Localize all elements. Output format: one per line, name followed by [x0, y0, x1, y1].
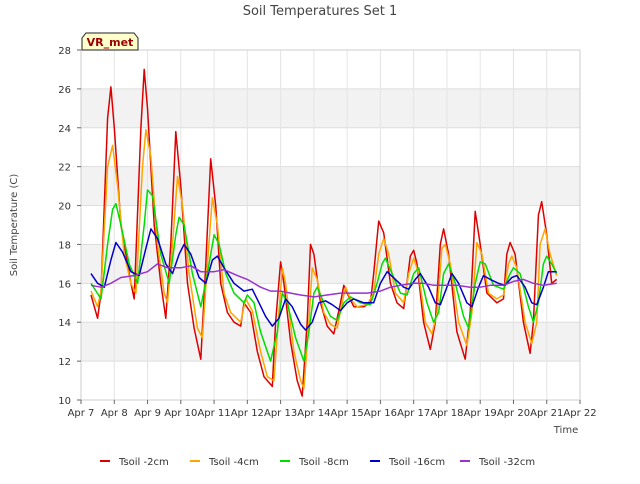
y-tick-label: 24	[58, 124, 71, 135]
legend-label: Tsoil -32cm	[478, 457, 535, 468]
background-band	[81, 127, 580, 167]
x-tick-label: Apr 18	[430, 408, 463, 419]
x-tick-label: Apr 11	[197, 408, 230, 419]
y-tick-label: 22	[58, 163, 71, 174]
y-tick-label: 28	[58, 46, 71, 57]
y-tick-label: 16	[58, 279, 71, 290]
legend-item: Tsoil -32cm	[460, 457, 535, 468]
x-tick-label: Apr 21	[530, 408, 563, 419]
background-band	[81, 205, 580, 245]
background-band	[81, 322, 580, 362]
x-tick-label: Apr 20	[497, 408, 530, 419]
legend: Tsoil -2cm Tsoil -4cm Tsoil -8cm Tsoil -16c…	[100, 457, 535, 468]
legend-label: Tsoil -2cm	[118, 457, 169, 468]
x-tick-label: Apr 14	[297, 408, 330, 419]
y-tick-label: 12	[58, 357, 71, 368]
legend-label: Tsoil -4cm	[208, 457, 259, 468]
x-tick-label: Apr 16	[364, 408, 397, 419]
legend-item: Tsoil -8cm	[280, 457, 349, 468]
legend-item: Tsoil -4cm	[190, 457, 259, 468]
station-label-text: VR_met	[87, 36, 134, 49]
series-line-tsoil-8cm	[90, 189, 558, 362]
plot-border	[80, 49, 581, 401]
chart-title: Soil Temperatures Set 1	[243, 4, 398, 19]
legend-label: Tsoil -16cm	[388, 457, 445, 468]
y-tick-label: 10	[58, 396, 71, 407]
station-label-shape	[81, 32, 139, 51]
legend-item: Tsoil -16cm	[370, 457, 445, 468]
plot-frame	[80, 49, 581, 401]
y-tick-label: 18	[58, 240, 71, 251]
x-tick-labels: Apr 7 Apr 8 Apr 9 Apr 10 Apr 11 Apr 12 Apr 13 A…	[68, 400, 597, 419]
x-tick-label: Apr 10	[164, 408, 197, 419]
series-line-tsoil-32cm	[90, 263, 557, 298]
background-band	[81, 88, 580, 128]
background-bands	[81, 50, 580, 400]
x-axis-label: Time	[553, 425, 578, 436]
background-band	[81, 50, 580, 89]
y-tick-label: 26	[58, 85, 71, 96]
x-tick-label: Apr 17	[397, 408, 430, 419]
x-tick-label: Apr 12	[231, 408, 264, 419]
x-tick-label: Apr 9	[134, 408, 161, 419]
y-tick-labels: 10 12 14 16 18 20 22 24 26 28	[58, 46, 81, 407]
x-tick-label: Apr 13	[264, 408, 297, 419]
x-tick-label: Apr 8	[101, 408, 128, 419]
background-band	[81, 361, 580, 400]
y-tick-label: 20	[58, 202, 71, 213]
y-tick-label: 14	[58, 318, 71, 329]
x-tick-label: Apr 7	[68, 408, 95, 419]
legend-item: Tsoil -2cm	[100, 457, 169, 468]
x-tick-label: Apr 15	[331, 408, 364, 419]
legend-label: Tsoil -8cm	[298, 457, 349, 468]
y-axis-label: Soil Temperature (C)	[9, 174, 20, 277]
background-band	[81, 166, 580, 206]
x-tick-label: Apr 22	[563, 408, 596, 419]
x-tick-label: Apr 19	[464, 408, 497, 419]
station-label-box: VR_met	[81, 32, 139, 51]
series-lines	[90, 68, 558, 397]
